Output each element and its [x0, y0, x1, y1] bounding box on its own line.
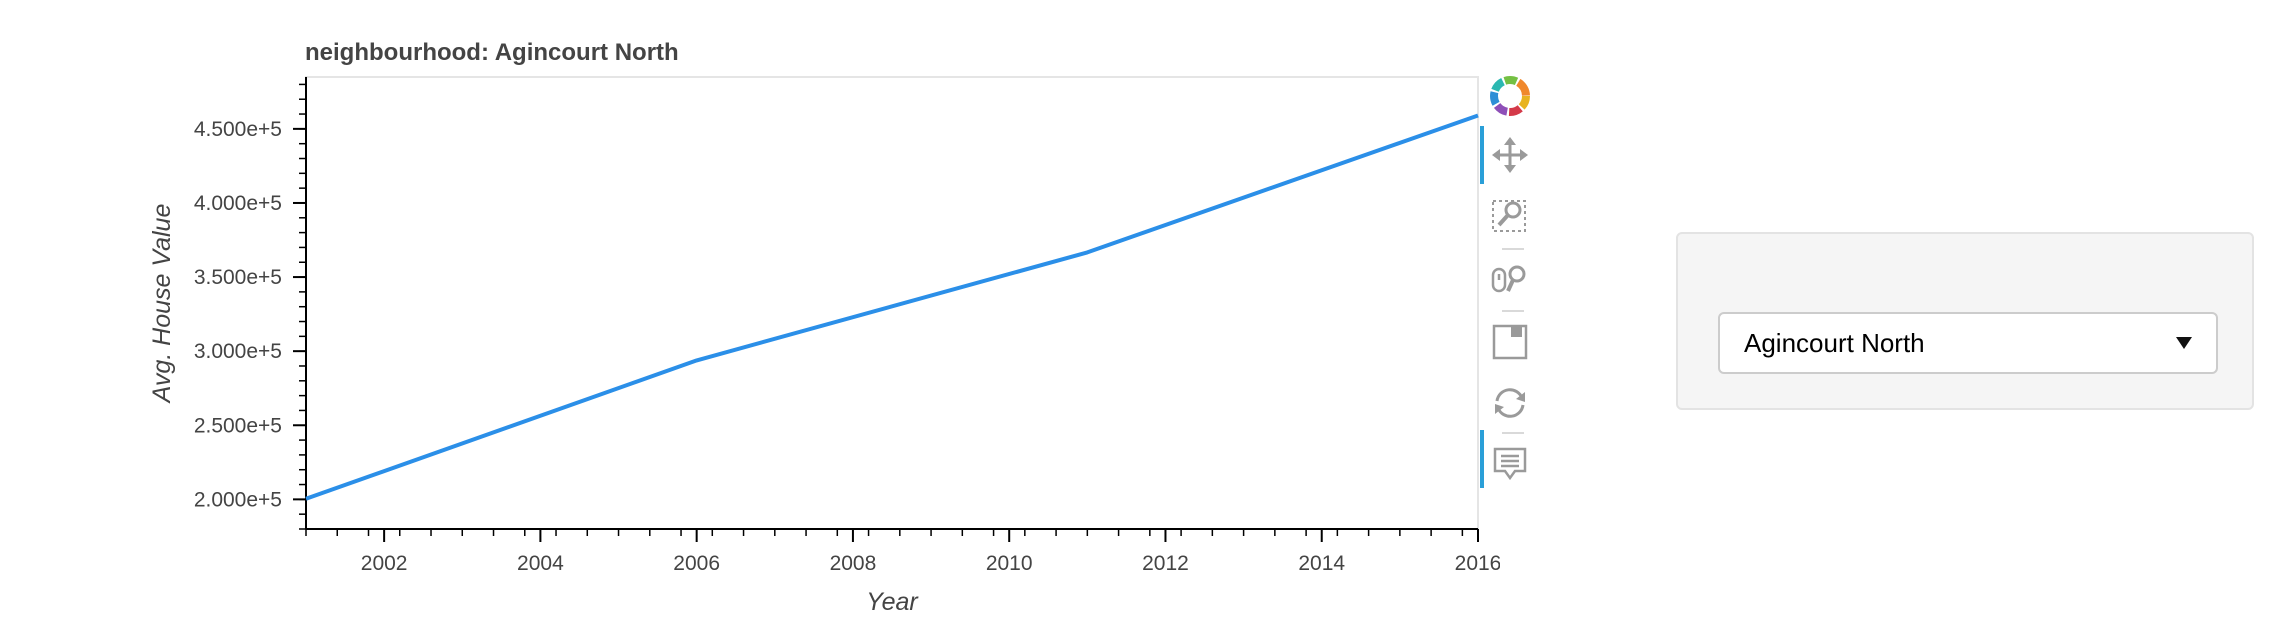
x-axis-label: Year — [866, 588, 919, 616]
y-axis: 2.000e+5 2.500e+5 3.000e+5 3.500e+5 4.000e+5… — [194, 77, 307, 530]
chart: neighbourhood: Agincourt North 2002 2004 2… — [148, 39, 1500, 616]
x-tick-label: 2010 — [986, 552, 1033, 575]
y-tick-label: 2.000e+5 — [194, 488, 282, 511]
reset-icon[interactable] — [1488, 381, 1532, 425]
x-tick-label: 2002 — [361, 552, 408, 575]
x-tick-label: 2012 — [1142, 552, 1189, 575]
hover-active-indicator — [1480, 430, 1484, 488]
series-line — [305, 113, 1479, 501]
series-layer — [305, 113, 1479, 501]
wheel-zoom-icon[interactable] — [1488, 258, 1532, 302]
plot-frame[interactable] — [305, 76, 1479, 530]
toolbar-separator — [1502, 310, 1524, 312]
neighbourhood-select[interactable]: Agincourt North — [1718, 312, 2218, 374]
chevron-down-icon — [2176, 337, 2192, 349]
hover-icon[interactable] — [1488, 442, 1532, 486]
toolbar-separator — [1502, 432, 1524, 434]
x-tick-label: 2016 — [1455, 552, 1500, 575]
x-tick-label: 2008 — [830, 552, 877, 575]
widget-panel: Agincourt North — [1676, 232, 2254, 410]
x-tick-label: 2006 — [673, 552, 720, 575]
select-value: Agincourt North — [1744, 327, 1925, 358]
pan-active-indicator — [1480, 126, 1484, 184]
y-tick-label: 4.000e+5 — [194, 192, 282, 215]
y-tick-label: 2.500e+5 — [194, 414, 282, 437]
save-icon[interactable] — [1488, 320, 1532, 364]
toolbar-separator — [1502, 248, 1524, 250]
chart-title: neighbourhood: Agincourt North — [305, 39, 679, 66]
y-axis-label: Avg. House Value — [148, 204, 176, 405]
pan-icon[interactable] — [1488, 133, 1532, 177]
y-tick-label: 4.500e+5 — [194, 118, 282, 141]
y-tick-label: 3.500e+5 — [194, 266, 282, 289]
y-tick-label: 3.000e+5 — [194, 340, 282, 363]
x-tick-label: 2014 — [1298, 552, 1345, 575]
x-tick-label: 2004 — [517, 552, 564, 575]
x-axis: 2002 2004 2006 2008 2010 2012 2014 2016 — [305, 528, 1500, 575]
box-zoom-icon[interactable] — [1488, 194, 1532, 238]
bokeh-logo-icon[interactable] — [1488, 74, 1532, 118]
